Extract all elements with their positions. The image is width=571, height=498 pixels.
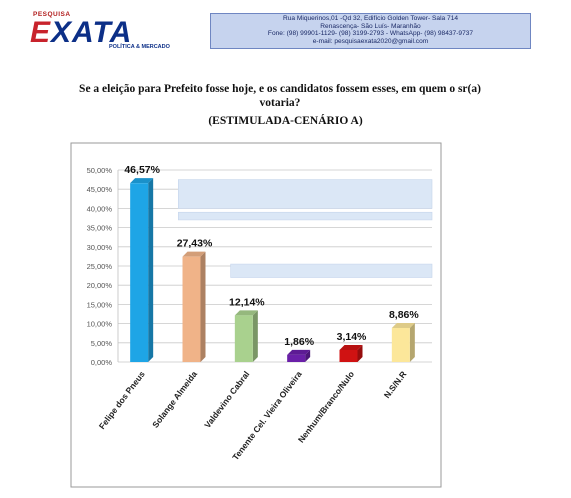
contact-phones: Fone: (98) 99901-1129- (98) 3199-2793 - …: [267, 30, 474, 38]
scenario-label: (ESTIMULADA-CENÁRIO A): [208, 115, 363, 127]
bar-side: [305, 349, 311, 362]
bar-side: [357, 344, 363, 362]
y-tick-label: 15,00%: [87, 300, 113, 309]
bar-top: [287, 349, 311, 355]
bar-top: [391, 322, 415, 328]
bar-top: [182, 251, 206, 257]
data-label: 3,14%: [337, 331, 367, 343]
bar-5: [339, 344, 363, 362]
bar-side: [252, 310, 258, 362]
logo-small-text: PESQUISA: [33, 11, 71, 18]
data-label: 1,86%: [284, 336, 314, 348]
y-tick-label: 50,00%: [87, 166, 113, 175]
bar-front: [287, 354, 306, 362]
bar-6: [391, 322, 415, 362]
data-label: 12,14%: [229, 296, 265, 308]
wall-panel: [178, 179, 433, 209]
y-tick-label: 35,00%: [87, 224, 113, 233]
bar-side: [148, 178, 154, 362]
chart-back-wall: [178, 179, 433, 278]
contact-email: e-mail: pesquisaexata2020@gmail.com: [312, 37, 429, 45]
y-tick-label: 20,00%: [87, 281, 113, 290]
y-tick-label: 40,00%: [87, 204, 113, 213]
question-line-1: Se a eleição para Prefeito fosse hoje, e…: [79, 83, 481, 95]
y-tick-label: 25,00%: [87, 262, 113, 271]
bar-top: [130, 178, 154, 184]
bar-front: [391, 327, 410, 362]
bar-top: [234, 310, 258, 316]
bar-top: [339, 344, 363, 350]
chart-bars: [130, 178, 415, 362]
bar-side: [200, 251, 206, 362]
wall-panel: [178, 211, 433, 221]
y-tick-label: 10,00%: [87, 320, 113, 329]
bar-front: [130, 183, 149, 362]
bar-1: [130, 178, 154, 362]
y-tick-label: 45,00%: [87, 185, 113, 194]
data-label: 46,57%: [124, 164, 160, 176]
contact-address: Rua Miquerinos,01 -Qd 32, Edifício Golde…: [282, 15, 459, 22]
contact-city: Renascença- São Luís- Maranhão: [320, 22, 421, 30]
bar-3: [234, 310, 258, 362]
logo: PESQUISA EXATA POLÍTICA & MERCADO: [30, 11, 178, 51]
logo-tagline: POLÍTICA & MERCADO: [109, 44, 170, 50]
bar-front: [182, 256, 201, 362]
wall-panel: [230, 263, 433, 278]
data-labels: 46,57% 27,43% 12,14% 1,86% 3,14% 8,86%: [124, 164, 419, 348]
question-text: Se a eleição para Prefeito fosse hoje, e…: [20, 82, 540, 110]
bar-front: [339, 349, 358, 362]
y-axis-ticks: 0,00% 5,00% 10,00% 15,00% 20,00% 25,00% 30,00%…: [87, 166, 113, 367]
logo-wordmark: EXATA: [30, 16, 133, 49]
y-tick-label: 0,00%: [91, 358, 113, 367]
bar-front: [234, 315, 253, 362]
data-label: 27,43%: [177, 238, 213, 250]
bar-side: [409, 322, 415, 362]
bar-4: [287, 349, 311, 362]
contact-box: Rua Miquerinos,01 -Qd 32, Edifício Golde…: [210, 13, 531, 49]
question-line-2: votaria?: [259, 97, 301, 109]
data-label: 8,86%: [389, 309, 419, 321]
y-tick-label: 30,00%: [87, 243, 113, 252]
y-tick-label: 5,00%: [91, 339, 113, 348]
bar-2: [182, 251, 206, 362]
